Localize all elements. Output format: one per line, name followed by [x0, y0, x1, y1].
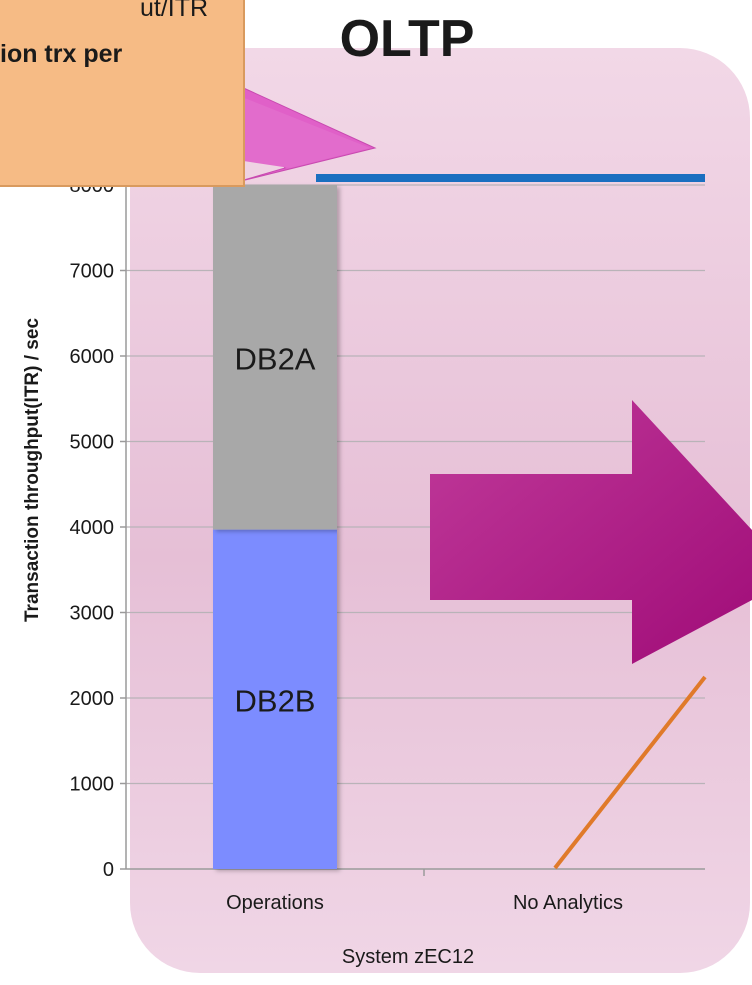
- y-tick-label: 4000: [70, 517, 115, 539]
- y-tick-label: 3000: [70, 603, 115, 625]
- y-tick-label: 0: [103, 859, 114, 881]
- callout-line-1: ut/ITR: [140, 0, 208, 22]
- y-tick-label: 2000: [70, 688, 115, 710]
- system-label: System zEC12: [342, 946, 474, 968]
- bar-db2b: [213, 529, 337, 869]
- y-tick-labels: 010002000300040005000600070008000: [70, 175, 126, 881]
- callout-line-2: ion trx per: [0, 40, 123, 68]
- x-tick-label: No Analytics: [513, 892, 623, 914]
- orange-line: [553, 675, 707, 870]
- callout-pointer-tip: [237, 95, 370, 168]
- bar-label-db2a: DB2A: [235, 341, 316, 376]
- callout-box: [0, 0, 245, 187]
- y-axis-label: Transaction throughput(ITR) / sec: [22, 318, 43, 622]
- x-tick-label: Operations: [226, 892, 324, 914]
- slide-title: OLTP: [340, 10, 475, 68]
- bar-label-db2b: DB2B: [235, 683, 316, 718]
- bars: DB2B DB2A: [213, 185, 337, 869]
- bar-db2a: [213, 185, 337, 530]
- y-tick-label: 5000: [70, 432, 115, 454]
- y-tick-label: 6000: [70, 346, 115, 368]
- y-tick-label: 7000: [70, 261, 115, 283]
- y-tick-label: 1000: [70, 774, 115, 796]
- x-tick-labels: Operations No Analytics: [226, 869, 623, 914]
- arrow-right-icon: [430, 400, 752, 664]
